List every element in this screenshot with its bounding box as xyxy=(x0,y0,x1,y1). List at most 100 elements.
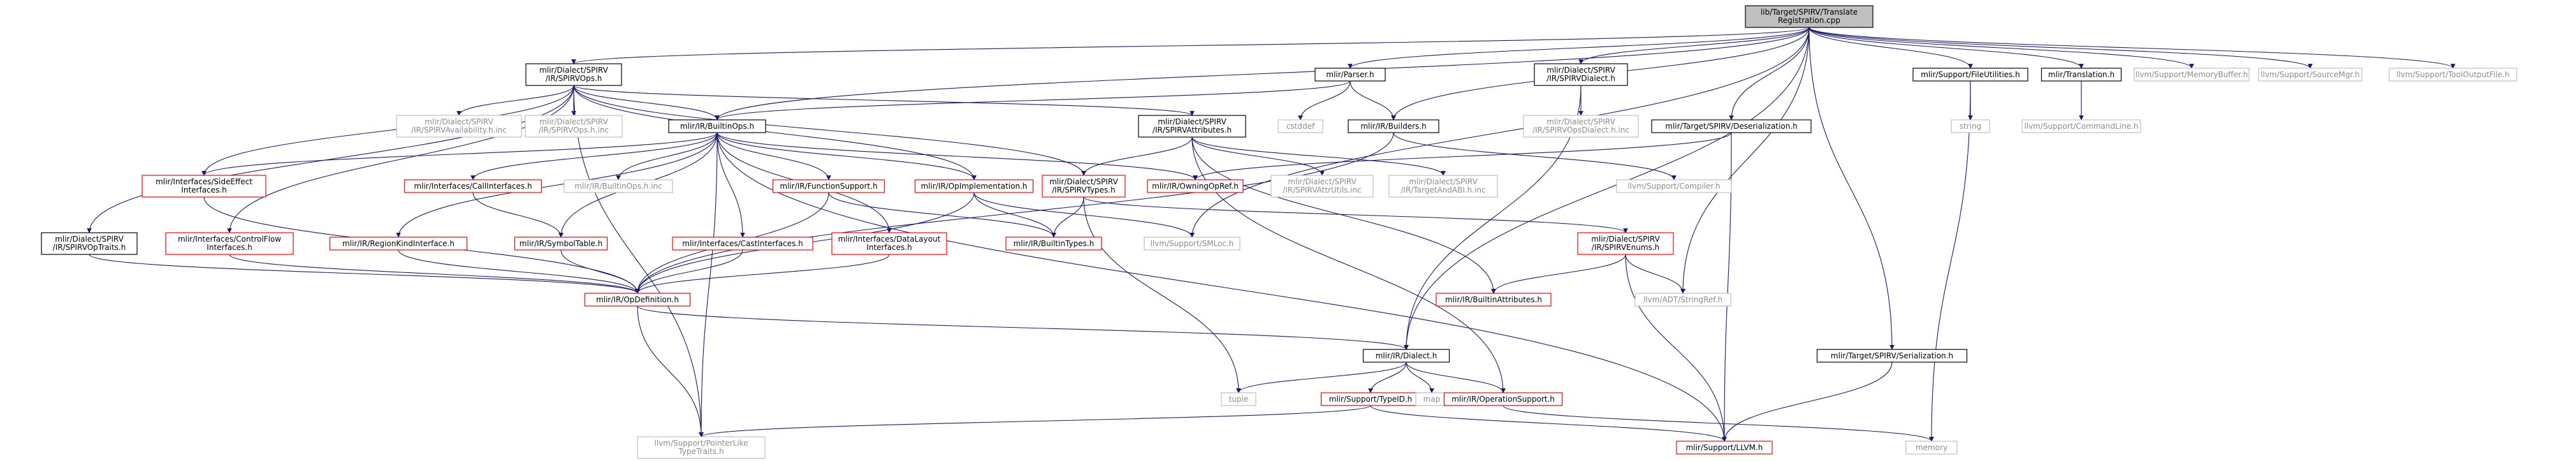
node-builtinops[interactable]: mlir/IR/BuiltinOps.h xyxy=(668,119,766,133)
edge-opimpl-to-builtintypes xyxy=(973,192,1056,238)
node-label: /IR/SPIRVOpTraits.h xyxy=(53,243,126,252)
node-funcsupport[interactable]: mlir/IR/FunctionSupport.h xyxy=(772,179,885,193)
node-box xyxy=(1634,293,1731,307)
node-label: llvm/Support/SourceMgr.h xyxy=(2260,70,2359,79)
edge-symboltable-to-opdef xyxy=(560,249,640,294)
node-box xyxy=(329,237,468,251)
node-box xyxy=(1651,119,1812,133)
node-dialect[interactable]: mlir/IR/Dialect.h xyxy=(1362,349,1450,363)
node-box xyxy=(772,179,885,193)
edge-spirvops-to-controlflow xyxy=(227,85,574,233)
node-regionkind[interactable]: mlir/IR/RegionKindInterface.h xyxy=(329,237,468,251)
node-llvmh[interactable]: mlir/Support/LLVM.h xyxy=(1676,441,1773,455)
node-label: mlir/IR/BuiltinAttributes.h xyxy=(1445,295,1542,304)
node-label: mlir/Translation.h xyxy=(2048,70,2114,79)
node-label: /IR/TargetAndABI.h.inc xyxy=(1401,186,1485,194)
node-box xyxy=(1277,119,1323,133)
node-label: mlir/Parser.h xyxy=(1326,70,1374,79)
node-spirvattrs[interactable]: mlir/Dialect/SPIRV/IR/SPIRVAttributes.h xyxy=(1138,115,1246,138)
node-opsinc: mlir/Dialect/SPIRV/IR/SPIRVOps.h.inc xyxy=(525,115,623,138)
edge-builtinops-to-regionkind xyxy=(396,132,718,238)
node-label: mlir/IR/OpImplementation.h xyxy=(921,182,1027,191)
node-memory: memory xyxy=(1905,441,1958,455)
node-castif[interactable]: mlir/Interfaces/CastInterfaces.h xyxy=(672,237,813,251)
edge-root-to-dialect xyxy=(1404,27,1810,350)
node-box xyxy=(2041,68,2122,82)
node-builders[interactable]: mlir/IR/Builders.h xyxy=(1348,119,1439,133)
node-spirvenums[interactable]: mlir/Dialect/SPIRV/IR/SPIRVEnums.h xyxy=(1577,232,1674,255)
node-label: lib/Target/SPIRV/Translate xyxy=(1761,8,1858,17)
node-label: mlir/IR/BuiltinOps.h xyxy=(680,122,754,131)
node-label: mlir/IR/SymbolTable.h xyxy=(520,239,602,248)
edge-serialization-to-llvmh xyxy=(1722,362,1893,442)
node-translation[interactable]: mlir/Translation.h xyxy=(2041,68,2122,82)
node-label: Interfaces.h xyxy=(207,243,252,252)
node-label: mlir/IR/Dialect.h xyxy=(1376,351,1437,360)
node-deserialization[interactable]: mlir/Target/SPIRV/Deserialization.h xyxy=(1651,119,1812,133)
node-tooloutput: llvm/Support/ToolOutputFile.h xyxy=(2389,68,2517,82)
node-spirvops[interactable]: mlir/Dialect/SPIRV/IR/SPIRVOps.h xyxy=(525,63,622,86)
node-box xyxy=(1138,115,1246,138)
edge-spirvattrs-to-attrutils xyxy=(1191,136,1325,176)
node-label: Interfaces.h xyxy=(181,186,226,194)
edge-fileutil-to-memory xyxy=(1929,80,1971,442)
node-spirvtypes[interactable]: mlir/Dialect/SPIRV/IR/SPIRVTypes.h xyxy=(1042,175,1126,198)
edge-spirvops-to-builtinops xyxy=(573,85,720,121)
edge-builders-to-opdef xyxy=(635,132,1394,294)
edge-spirvattrs-to-targetabi xyxy=(1191,136,1446,176)
node-opsupport[interactable]: mlir/IR/OperationSupport.h xyxy=(1443,392,1563,406)
node-box xyxy=(637,436,766,459)
node-label: mlir/Dialect/SPIRV xyxy=(1288,177,1357,186)
node-label: mlir/Target/SPIRV/Serialization.h xyxy=(1831,351,1953,360)
node-availability: mlir/Dialect/SPIRV/IR/SPIRVAvailability.… xyxy=(396,115,522,138)
edge-root-to-spirvops xyxy=(571,27,1810,64)
node-label: mlir/Dialect/SPIRV xyxy=(539,117,608,126)
edge-builtinops-to-owningopref xyxy=(717,132,1198,180)
edge-builtinops-to-sideeffect xyxy=(201,132,718,176)
node-spirvdialect[interactable]: mlir/Dialect/SPIRV/IR/SPIRVDialect.h xyxy=(1534,63,1628,86)
node-builtintypes[interactable]: mlir/IR/BuiltinTypes.h xyxy=(1005,237,1102,251)
node-serialization[interactable]: mlir/Target/SPIRV/Serialization.h xyxy=(1816,349,1968,363)
node-root[interactable]: lib/Target/SPIRV/TranslateRegistration.c… xyxy=(1745,5,1874,28)
edge-typeid-to-llvmh xyxy=(1370,405,1727,442)
node-symboltable[interactable]: mlir/IR/SymbolTable.h xyxy=(514,237,608,251)
node-owningopref[interactable]: mlir/IR/OwningOpRef.h xyxy=(1147,179,1244,193)
edge-castif-to-opdef xyxy=(635,249,743,294)
node-tuple: tuple xyxy=(1221,392,1256,406)
node-typeid[interactable]: mlir/Support/TypeID.h xyxy=(1320,392,1421,406)
edge-opdef-to-dialect xyxy=(637,305,1409,350)
node-callif[interactable]: mlir/Interfaces/CallInterfaces.h xyxy=(404,179,542,193)
node-label: llvm/Support/Compiler.h xyxy=(1627,182,1720,191)
node-label: mlir/IR/OwningOpRef.h xyxy=(1152,182,1239,191)
node-label: mlir/IR/FunctionSupport.h xyxy=(780,182,877,191)
edge-deserialization-to-owningopref xyxy=(1193,132,1732,180)
node-box xyxy=(1577,232,1674,255)
edge-root-to-membuf xyxy=(1808,27,2194,69)
edge-spirvtypes-to-tuple xyxy=(1083,196,1241,393)
node-optraits[interactable]: mlir/Dialect/SPIRV/IR/SPIRVOpTraits.h xyxy=(41,232,138,255)
edge-optraits-to-opdef xyxy=(89,254,640,294)
node-opdef[interactable]: mlir/IR/OpDefinition.h xyxy=(584,293,691,307)
edge-layer xyxy=(87,27,2456,442)
edge-controlflow-to-opdef xyxy=(229,254,640,294)
node-opsdialectinc: mlir/Dialect/SPIRV/IR/SPIRVOpsDialect.h.… xyxy=(1523,115,1639,138)
node-label: memory xyxy=(1916,443,1947,452)
node-opimpl[interactable]: mlir/IR/OpImplementation.h xyxy=(914,179,1034,193)
edge-spirvops-to-optraits xyxy=(87,85,574,233)
edge-spirvattrs-to-builtinattrs xyxy=(1191,136,1496,294)
node-label: llvm/Support/SMLoc.h xyxy=(1151,239,1234,248)
edge-root-to-translation xyxy=(1808,27,2084,69)
node-parser[interactable]: mlir/Parser.h xyxy=(1314,68,1386,82)
node-fileutil[interactable]: mlir/Support/FileUtilities.h xyxy=(1912,68,2028,82)
node-label: mlir/IR/BuiltinTypes.h xyxy=(1014,239,1095,248)
node-srcmgr: llvm/Support/SourceMgr.h xyxy=(2258,68,2362,82)
node-builtinattrs[interactable]: mlir/IR/BuiltinAttributes.h xyxy=(1436,293,1552,307)
edge-root-to-stringref xyxy=(1680,27,1810,294)
edge-root-to-tooloutput xyxy=(1808,27,2456,69)
node-box xyxy=(668,119,766,133)
edge-spirvops-to-sideeffect xyxy=(201,85,574,176)
